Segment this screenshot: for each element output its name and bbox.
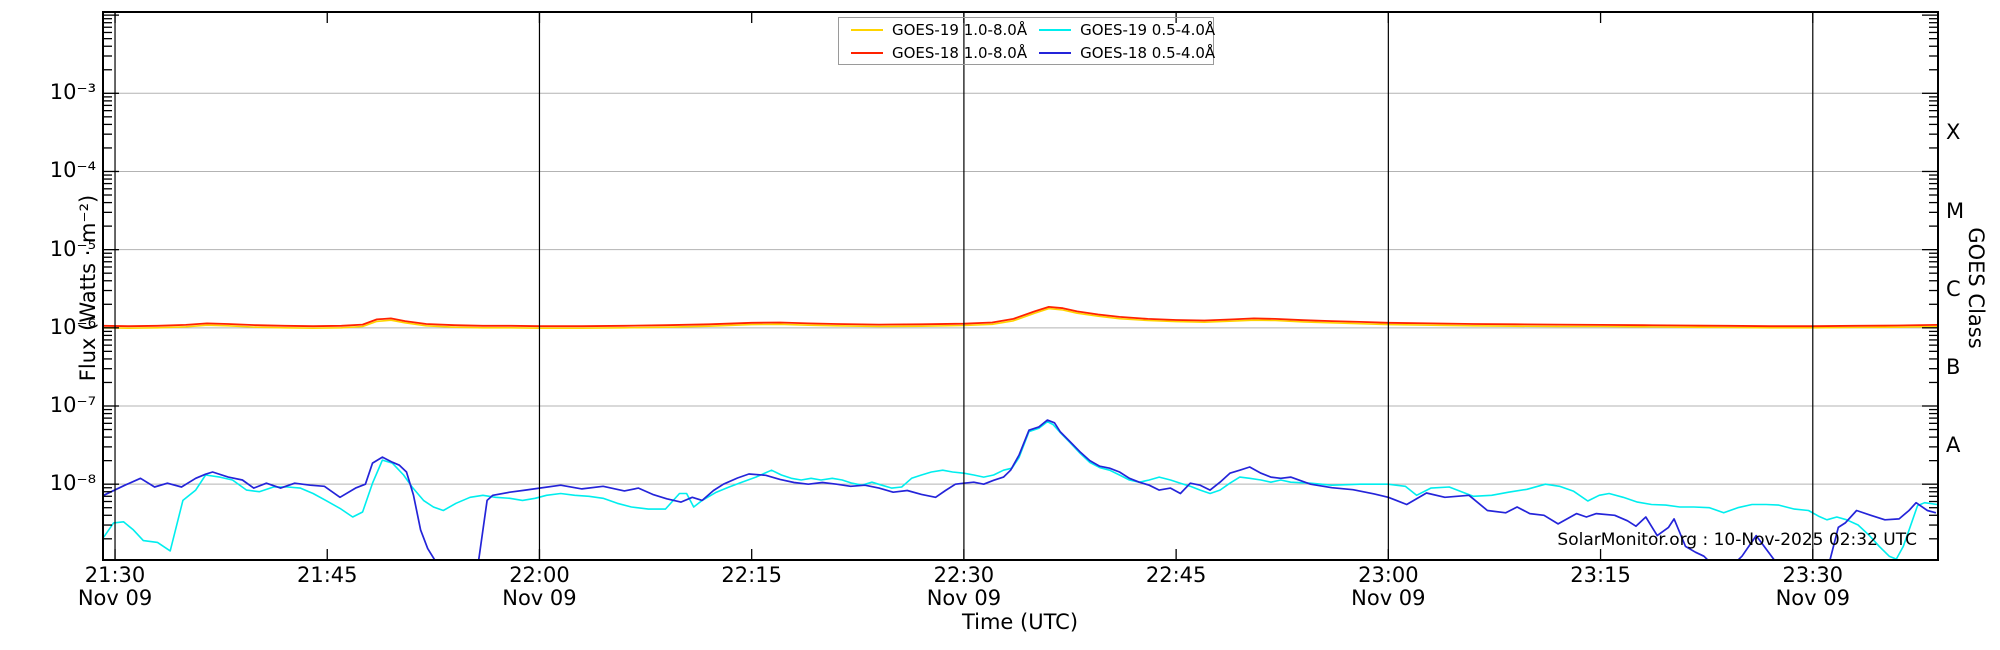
x-tick-label: 23:00 Nov 09 (1328, 564, 1448, 610)
x-tick-date: Nov 09 (502, 586, 577, 610)
x-tick-label: 22:15 (692, 564, 812, 587)
legend-entry: GOES-18 1.0-8.0Å (839, 42, 1027, 64)
x-tick-date: Nov 09 (1775, 586, 1850, 610)
legend: GOES-19 1.0-8.0Å GOES-18 1.0-8.0Å GOES-19 … (838, 17, 1215, 65)
y-tick-label: 10⁻⁷ (49, 392, 96, 417)
series-GOES-18-0.5-4.0- (103, 419, 1937, 560)
legend-label: GOES-19 0.5-4.0Å (1080, 20, 1216, 39)
half-hour-vlines (114, 12, 1814, 560)
legend-line-sample (1039, 28, 1072, 31)
x-tick-label: 22:45 (1116, 564, 1236, 587)
watermark-text: SolarMonitor.org : 10-Nov-2025 02:32 UTC (1557, 530, 1917, 550)
x-tick-date: Nov 09 (77, 586, 153, 610)
x-tick-label: 23:30 Nov 09 (1753, 564, 1873, 610)
x-tick-label: 22:30 Nov 09 (904, 564, 1024, 610)
x-tick-time: 23:00 (1358, 563, 1419, 587)
axis-ticks (103, 12, 1938, 560)
x-tick-time: 21:30 (84, 563, 146, 587)
legend-entry: GOES-19 1.0-8.0Å (839, 19, 1027, 41)
y-tick-label: 10⁻⁶ (49, 314, 96, 339)
y-tick-label: 10⁻³ (49, 80, 96, 105)
legend-label: GOES-18 1.0-8.0Å (892, 43, 1028, 62)
y-tick-label: 10⁻⁵ (49, 236, 96, 261)
goes-class-B: B (1946, 354, 1961, 379)
x-tick-label: 23:15 (1541, 564, 1661, 587)
legend-line-sample (851, 28, 883, 31)
x-tick-time: 22:30 (933, 563, 995, 587)
x-tick-label: 21:30 Nov 09 (55, 564, 175, 610)
legend-entry: GOES-19 0.5-4.0Å (1027, 19, 1215, 41)
series-GOES-18-1.0-8.0- (103, 305, 1938, 328)
plot-border (102, 11, 1939, 561)
goes-class-C: C (1946, 276, 1961, 301)
right-axis-label: GOES Class (1964, 227, 1988, 349)
y-tick-label: 10⁻⁴ (49, 158, 96, 183)
goes-class-M: M (1946, 198, 1965, 223)
x-tick-label: 21:45 (267, 564, 387, 587)
x-tick-date: Nov 09 (1351, 586, 1426, 610)
x-tick-time: 23:30 (1782, 563, 1844, 587)
goes-class-X: X (1946, 120, 1961, 145)
h-gridlines (103, 92, 1938, 485)
series-lines (103, 305, 1938, 560)
x-tick-time: 22:15 (721, 563, 782, 587)
legend-entry: GOES-18 0.5-4.0Å (1027, 42, 1215, 64)
legend-line-sample (1039, 51, 1072, 54)
y-tick-label: 10⁻⁸ (49, 471, 96, 496)
x-axis-label: Time (UTC) (961, 610, 1079, 634)
x-tick-time: 21:45 (296, 563, 358, 587)
goes-class-A: A (1946, 433, 1961, 458)
x-tick-time: 22:00 (509, 563, 570, 587)
legend-label: GOES-18 0.5-4.0Å (1080, 43, 1216, 62)
x-tick-date: Nov 09 (926, 586, 1002, 610)
legend-label: GOES-19 1.0-8.0Å (892, 20, 1028, 39)
x-tick-label: 22:00 Nov 09 (479, 564, 599, 610)
series-GOES-19-1.0-8.0- (103, 307, 1938, 330)
series-GOES-19-0.5-4.0- (103, 420, 1938, 560)
legend-line-sample (851, 51, 883, 54)
x-tick-time: 23:15 (1570, 563, 1631, 587)
x-tick-time: 22:45 (1145, 563, 1207, 587)
